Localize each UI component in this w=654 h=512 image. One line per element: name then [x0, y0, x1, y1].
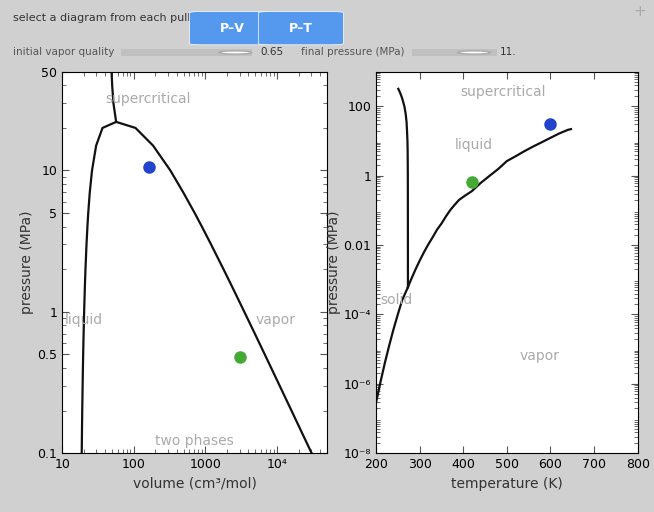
Text: 0.65: 0.65 [260, 48, 283, 57]
Text: 11.: 11. [500, 48, 516, 57]
FancyBboxPatch shape [190, 11, 275, 45]
Text: two phases: two phases [155, 434, 234, 447]
Text: select a diagram from each pulldown:: select a diagram from each pulldown: [13, 13, 224, 23]
X-axis label: volume (cm³/mol): volume (cm³/mol) [133, 477, 256, 490]
Text: vapor: vapor [520, 349, 560, 362]
Text: liquid: liquid [65, 313, 103, 327]
Text: liquid: liquid [455, 138, 492, 152]
FancyBboxPatch shape [258, 11, 343, 45]
Text: vapor: vapor [256, 313, 296, 327]
Text: supercritical: supercritical [105, 92, 191, 106]
Circle shape [458, 51, 490, 54]
Text: supercritical: supercritical [460, 85, 546, 99]
X-axis label: temperature (K): temperature (K) [451, 477, 562, 490]
Y-axis label: pressure (MPa): pressure (MPa) [20, 210, 35, 314]
Circle shape [219, 51, 252, 54]
Text: initial vapor quality: initial vapor quality [13, 48, 114, 57]
Text: P–T: P–T [289, 22, 313, 35]
Text: +: + [633, 4, 646, 19]
Text: solid: solid [380, 293, 412, 307]
Text: final pressure (MPa): final pressure (MPa) [301, 48, 404, 57]
Bar [121, 49, 252, 56]
Y-axis label: pressure (MPa): pressure (MPa) [326, 210, 341, 314]
Text: P–V: P–V [220, 22, 245, 35]
Bar [412, 49, 497, 56]
